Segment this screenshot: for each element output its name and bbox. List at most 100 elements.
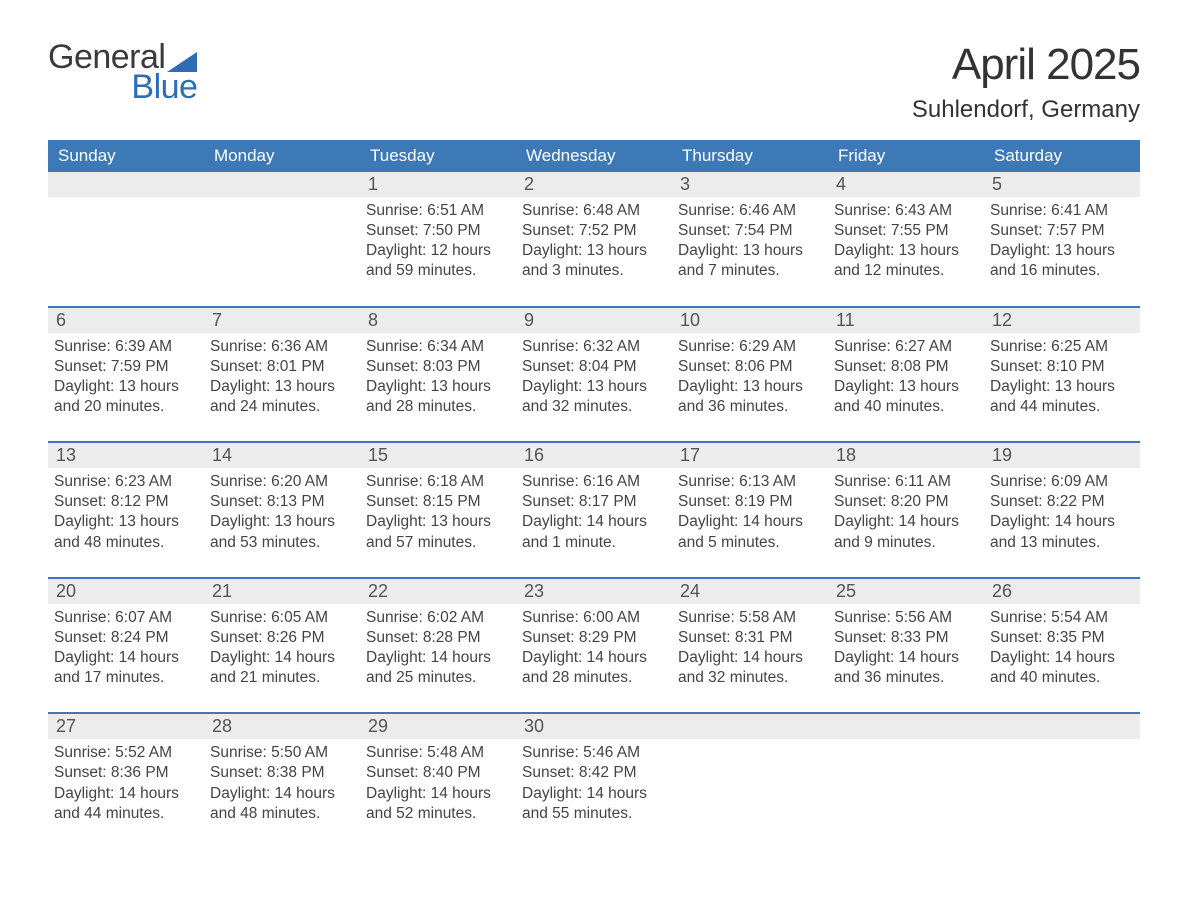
day-content: Sunrise: 6:36 AMSunset: 8:01 PMDaylight:… bbox=[204, 333, 360, 422]
daynum-row: 13141516171819 bbox=[48, 443, 1140, 468]
daylight-text: Daylight: 14 hours and 32 minutes. bbox=[678, 648, 820, 688]
sunset-text: Sunset: 8:28 PM bbox=[366, 628, 508, 648]
daylight-text: Daylight: 14 hours and 17 minutes. bbox=[54, 648, 196, 688]
daynum-row: 27282930 bbox=[48, 714, 1140, 739]
page-title: April 2025 bbox=[912, 40, 1140, 90]
day-number: 13 bbox=[48, 443, 204, 468]
sunrise-text: Sunrise: 5:54 AM bbox=[990, 608, 1132, 628]
calendar-header-cell: Friday bbox=[828, 140, 984, 172]
sunrise-text: Sunrise: 6:46 AM bbox=[678, 201, 820, 221]
sunset-text: Sunset: 8:31 PM bbox=[678, 628, 820, 648]
daycontent-row: Sunrise: 6:51 AMSunset: 7:50 PMDaylight:… bbox=[48, 197, 1140, 306]
sunset-text: Sunset: 8:13 PM bbox=[210, 492, 352, 512]
sunrise-text: Sunrise: 6:13 AM bbox=[678, 472, 820, 492]
daylight-text: Daylight: 14 hours and 1 minute. bbox=[522, 512, 664, 552]
daylight-text: Daylight: 13 hours and 12 minutes. bbox=[834, 241, 976, 281]
sunrise-text: Sunrise: 6:43 AM bbox=[834, 201, 976, 221]
sunset-text: Sunset: 8:38 PM bbox=[210, 763, 352, 783]
sunrise-text: Sunrise: 5:52 AM bbox=[54, 743, 196, 763]
day-number: 20 bbox=[48, 579, 204, 604]
daylight-text: Daylight: 14 hours and 13 minutes. bbox=[990, 512, 1132, 552]
sunset-text: Sunset: 8:03 PM bbox=[366, 357, 508, 377]
daylight-text: Daylight: 13 hours and 20 minutes. bbox=[54, 377, 196, 417]
daylight-text: Daylight: 13 hours and 24 minutes. bbox=[210, 377, 352, 417]
sunset-text: Sunset: 8:40 PM bbox=[366, 763, 508, 783]
daylight-text: Daylight: 13 hours and 16 minutes. bbox=[990, 241, 1132, 281]
daylight-text: Daylight: 14 hours and 5 minutes. bbox=[678, 512, 820, 552]
day-number: 15 bbox=[360, 443, 516, 468]
day-number bbox=[48, 172, 204, 197]
daylight-text: Daylight: 13 hours and 32 minutes. bbox=[522, 377, 664, 417]
sunset-text: Sunset: 8:19 PM bbox=[678, 492, 820, 512]
sunrise-text: Sunrise: 5:48 AM bbox=[366, 743, 508, 763]
day-number: 29 bbox=[360, 714, 516, 739]
sunset-text: Sunset: 8:12 PM bbox=[54, 492, 196, 512]
calendar-header-cell: Monday bbox=[204, 140, 360, 172]
sunrise-text: Sunrise: 6:20 AM bbox=[210, 472, 352, 492]
sunrise-text: Sunrise: 6:02 AM bbox=[366, 608, 508, 628]
day-number bbox=[828, 714, 984, 739]
day-content: Sunrise: 6:09 AMSunset: 8:22 PMDaylight:… bbox=[984, 468, 1140, 557]
sunset-text: Sunset: 8:20 PM bbox=[834, 492, 976, 512]
day-number: 17 bbox=[672, 443, 828, 468]
logo-text-blue: Blue bbox=[131, 70, 197, 104]
calendar: SundayMondayTuesdayWednesdayThursdayFrid… bbox=[48, 140, 1140, 848]
day-content bbox=[672, 739, 828, 828]
daynum-row: 20212223242526 bbox=[48, 579, 1140, 604]
day-content: Sunrise: 5:52 AMSunset: 8:36 PMDaylight:… bbox=[48, 739, 204, 828]
daylight-text: Daylight: 14 hours and 55 minutes. bbox=[522, 784, 664, 824]
day-content: Sunrise: 6:02 AMSunset: 8:28 PMDaylight:… bbox=[360, 604, 516, 693]
daycontent-row: Sunrise: 6:39 AMSunset: 7:59 PMDaylight:… bbox=[48, 333, 1140, 442]
day-content: Sunrise: 6:51 AMSunset: 7:50 PMDaylight:… bbox=[360, 197, 516, 286]
sunrise-text: Sunrise: 6:36 AM bbox=[210, 337, 352, 357]
day-number bbox=[984, 714, 1140, 739]
sunrise-text: Sunrise: 6:27 AM bbox=[834, 337, 976, 357]
day-content: Sunrise: 6:07 AMSunset: 8:24 PMDaylight:… bbox=[48, 604, 204, 693]
day-content bbox=[984, 739, 1140, 828]
day-content: Sunrise: 6:32 AMSunset: 8:04 PMDaylight:… bbox=[516, 333, 672, 422]
day-number bbox=[204, 172, 360, 197]
daynum-row: 6789101112 bbox=[48, 308, 1140, 333]
day-number: 4 bbox=[828, 172, 984, 197]
location-subtitle: Suhlendorf, Germany bbox=[912, 96, 1140, 124]
sunrise-text: Sunrise: 6:23 AM bbox=[54, 472, 196, 492]
daycontent-row: Sunrise: 5:52 AMSunset: 8:36 PMDaylight:… bbox=[48, 739, 1140, 848]
sunrise-text: Sunrise: 6:16 AM bbox=[522, 472, 664, 492]
sunrise-text: Sunrise: 6:18 AM bbox=[366, 472, 508, 492]
sunrise-text: Sunrise: 6:00 AM bbox=[522, 608, 664, 628]
day-content: Sunrise: 6:41 AMSunset: 7:57 PMDaylight:… bbox=[984, 197, 1140, 286]
logo-top-row: General bbox=[48, 40, 197, 74]
day-content: Sunrise: 6:23 AMSunset: 8:12 PMDaylight:… bbox=[48, 468, 204, 557]
calendar-header-cell: Thursday bbox=[672, 140, 828, 172]
daylight-text: Daylight: 14 hours and 21 minutes. bbox=[210, 648, 352, 688]
day-number: 30 bbox=[516, 714, 672, 739]
day-number: 5 bbox=[984, 172, 1140, 197]
day-content: Sunrise: 6:34 AMSunset: 8:03 PMDaylight:… bbox=[360, 333, 516, 422]
sunset-text: Sunset: 8:17 PM bbox=[522, 492, 664, 512]
day-number: 16 bbox=[516, 443, 672, 468]
day-content: Sunrise: 6:27 AMSunset: 8:08 PMDaylight:… bbox=[828, 333, 984, 422]
daylight-text: Daylight: 13 hours and 44 minutes. bbox=[990, 377, 1132, 417]
day-content: Sunrise: 6:11 AMSunset: 8:20 PMDaylight:… bbox=[828, 468, 984, 557]
title-block: April 2025 Suhlendorf, Germany bbox=[912, 40, 1140, 124]
daylight-text: Daylight: 14 hours and 36 minutes. bbox=[834, 648, 976, 688]
logo-triangle-icon bbox=[167, 52, 197, 72]
day-number: 10 bbox=[672, 308, 828, 333]
day-content: Sunrise: 5:48 AMSunset: 8:40 PMDaylight:… bbox=[360, 739, 516, 828]
daycontent-row: Sunrise: 6:07 AMSunset: 8:24 PMDaylight:… bbox=[48, 604, 1140, 713]
sunset-text: Sunset: 7:57 PM bbox=[990, 221, 1132, 241]
day-number: 24 bbox=[672, 579, 828, 604]
sunrise-text: Sunrise: 6:29 AM bbox=[678, 337, 820, 357]
sunset-text: Sunset: 7:54 PM bbox=[678, 221, 820, 241]
sunrise-text: Sunrise: 6:48 AM bbox=[522, 201, 664, 221]
sunrise-text: Sunrise: 5:50 AM bbox=[210, 743, 352, 763]
sunset-text: Sunset: 7:59 PM bbox=[54, 357, 196, 377]
day-content: Sunrise: 6:00 AMSunset: 8:29 PMDaylight:… bbox=[516, 604, 672, 693]
logo: General Blue bbox=[48, 40, 197, 104]
daylight-text: Daylight: 13 hours and 36 minutes. bbox=[678, 377, 820, 417]
day-content: Sunrise: 6:43 AMSunset: 7:55 PMDaylight:… bbox=[828, 197, 984, 286]
sunset-text: Sunset: 8:10 PM bbox=[990, 357, 1132, 377]
sunset-text: Sunset: 7:55 PM bbox=[834, 221, 976, 241]
day-content: Sunrise: 6:13 AMSunset: 8:19 PMDaylight:… bbox=[672, 468, 828, 557]
daylight-text: Daylight: 14 hours and 40 minutes. bbox=[990, 648, 1132, 688]
